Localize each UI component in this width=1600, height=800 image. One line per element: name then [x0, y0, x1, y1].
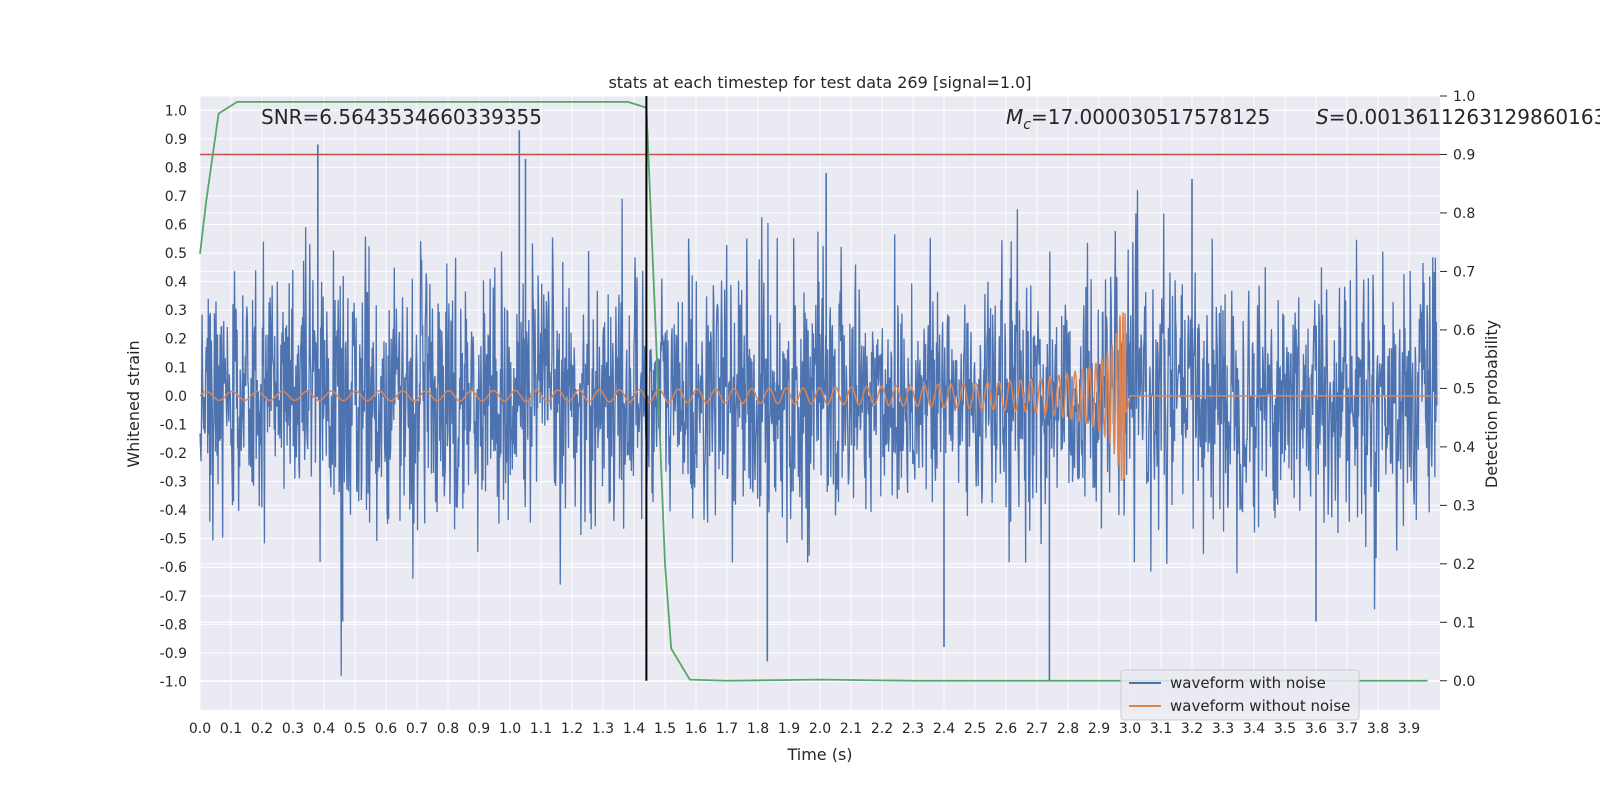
- legend-label-clean: waveform without noise: [1170, 697, 1350, 715]
- x-tick-label: 0.4: [313, 721, 335, 737]
- x-tick-label: 3.2: [1181, 721, 1203, 737]
- x-tick-label: 2.1: [840, 721, 862, 737]
- y2-tick-label: 0.4: [1453, 440, 1475, 456]
- x-tick-label: 1.5: [654, 721, 676, 737]
- y-tick-label: -0.9: [160, 646, 187, 662]
- x-tick-label: 1.6: [685, 721, 707, 737]
- annotation-layer: [199, 96, 1440, 682]
- chirp-mass-value: =17.000030517578125: [1031, 105, 1270, 129]
- y-tick-label: 1.0: [165, 103, 187, 119]
- x-tick-label: 3.0: [1119, 721, 1141, 737]
- y2-tick-label: 0.6: [1453, 323, 1475, 339]
- y-axis-label: Whitened strain: [124, 340, 143, 467]
- y-tick-label: -0.3: [160, 475, 187, 491]
- x-tick-label: 0.2: [251, 721, 273, 737]
- x-tick-label: 0.7: [406, 721, 428, 737]
- x-tick-label: 3.9: [1398, 721, 1420, 737]
- x-tick-label: 1.7: [716, 721, 738, 737]
- y2-tick-label: 0.1: [1453, 615, 1475, 631]
- y-tick-label: -0.7: [160, 589, 187, 605]
- y2-tick-label: 0.0: [1453, 674, 1475, 690]
- x-tick-label: 2.4: [933, 721, 955, 737]
- x-tick-label: 1.4: [623, 721, 645, 737]
- y-tick-label: 0.7: [165, 189, 187, 205]
- y2-tick-label: 0.9: [1453, 147, 1475, 163]
- x-tick-label: 3.5: [1274, 721, 1296, 737]
- legend-label-noise: waveform with noise: [1170, 674, 1326, 692]
- y-tick-label: 0.2: [165, 332, 187, 348]
- x-tick-label: 2.7: [1026, 721, 1048, 737]
- x-tick-label: 2.8: [1057, 721, 1079, 737]
- s-value: =0.0013611263129860163: [1329, 105, 1600, 129]
- y-tick-label: -0.4: [160, 503, 187, 519]
- x-tick-label: 3.7: [1336, 721, 1358, 737]
- axes-layer: 0.0 0.1 0.2 0.3 0.4 0.5 0.6 0.7 0.8 0.9 1.0 1.1 1.2 1…: [160, 89, 1476, 737]
- legend-box: [1120, 669, 1360, 721]
- x-tick-label: 3.4: [1243, 721, 1265, 737]
- x-tick-label: 2.6: [995, 721, 1017, 737]
- y-tick-label: 0.1: [165, 360, 187, 376]
- x-tick-label: 0.3: [282, 721, 304, 737]
- s-symbol: S: [1316, 105, 1329, 129]
- x-tick-label: 2.9: [1088, 721, 1110, 737]
- x-tick-label: 0.9: [468, 721, 490, 737]
- series-layer: [199, 130, 1438, 682]
- y-tick-label: 0.9: [165, 132, 187, 148]
- x-tick-label: 2.3: [902, 721, 924, 737]
- x-tick-label: 1.1: [530, 721, 552, 737]
- x-tick-label: 2.5: [964, 721, 986, 737]
- chirp-mass-subscript: c: [1023, 117, 1031, 133]
- y2-tick-label: 0.7: [1453, 264, 1475, 280]
- x-tick-label: 3.8: [1367, 721, 1389, 737]
- x-tick-label: 0.5: [344, 721, 366, 737]
- y-tick-label: -0.1: [160, 417, 187, 433]
- y2-tick-label: 0.2: [1453, 557, 1475, 573]
- x-tick-label: 3.1: [1150, 721, 1172, 737]
- y2-tick-label: 0.8: [1453, 206, 1475, 222]
- y-tick-label: 0.5: [165, 246, 187, 262]
- x-tick-label: 0.6: [375, 721, 397, 737]
- x-tick-label: 3.6: [1305, 721, 1327, 737]
- x-tick-label: 1.9: [778, 721, 800, 737]
- x-tick-label: 0.8: [437, 721, 459, 737]
- y-tick-label: 0.6: [165, 218, 187, 234]
- x-tick-label: 2.2: [871, 721, 893, 737]
- x-tick-label: 1.2: [561, 721, 583, 737]
- y2-tick-label: 0.3: [1453, 498, 1475, 514]
- y-tick-label: -1.0: [160, 674, 187, 690]
- series-waveform-with-noise: [199, 190, 1438, 676]
- y-tick-label: -0.2: [160, 446, 187, 462]
- x-tick-label: 0.0: [189, 721, 211, 737]
- y2-tick-label: 1.0: [1453, 89, 1475, 105]
- chirp-mass-annotation: Mc=17.000030517578125: [1006, 105, 1270, 133]
- y-tick-label: 0.0: [165, 389, 187, 405]
- y2-axis-label: Detection probability: [1482, 320, 1501, 488]
- y2-tick-label: 0.5: [1453, 381, 1475, 397]
- x-tick-label: 3.3: [1212, 721, 1234, 737]
- x-tick-label: 1.3: [592, 721, 614, 737]
- legend: waveform with noise waveform without noi…: [1120, 669, 1360, 721]
- x-tick-label: 2.0: [809, 721, 831, 737]
- x-axis-label: Time (s): [786, 745, 852, 764]
- snr-annotation: SNR=6.5643534660339355: [261, 105, 542, 129]
- chirp-mass-symbol: M: [1006, 105, 1023, 129]
- chart-title: stats at each timestep for test data 269…: [608, 73, 1031, 92]
- series-waveform-without-noise: [199, 312, 1437, 481]
- x-tick-label: 1.0: [499, 721, 521, 737]
- series-detection-probability: [199, 100, 1428, 682]
- y-tick-label: 0.3: [165, 303, 187, 319]
- x-tick-label: 1.8: [747, 721, 769, 737]
- y-tick-label: -0.5: [160, 532, 187, 548]
- y-tick-label: -0.8: [160, 617, 187, 633]
- x-tick-label: 0.1: [220, 721, 242, 737]
- y-tick-label: 0.8: [165, 160, 187, 176]
- y-tick-label: -0.6: [160, 560, 187, 576]
- s-annotation: S=0.0013611263129860163: [1316, 105, 1600, 129]
- y-tick-label: 0.4: [165, 275, 187, 291]
